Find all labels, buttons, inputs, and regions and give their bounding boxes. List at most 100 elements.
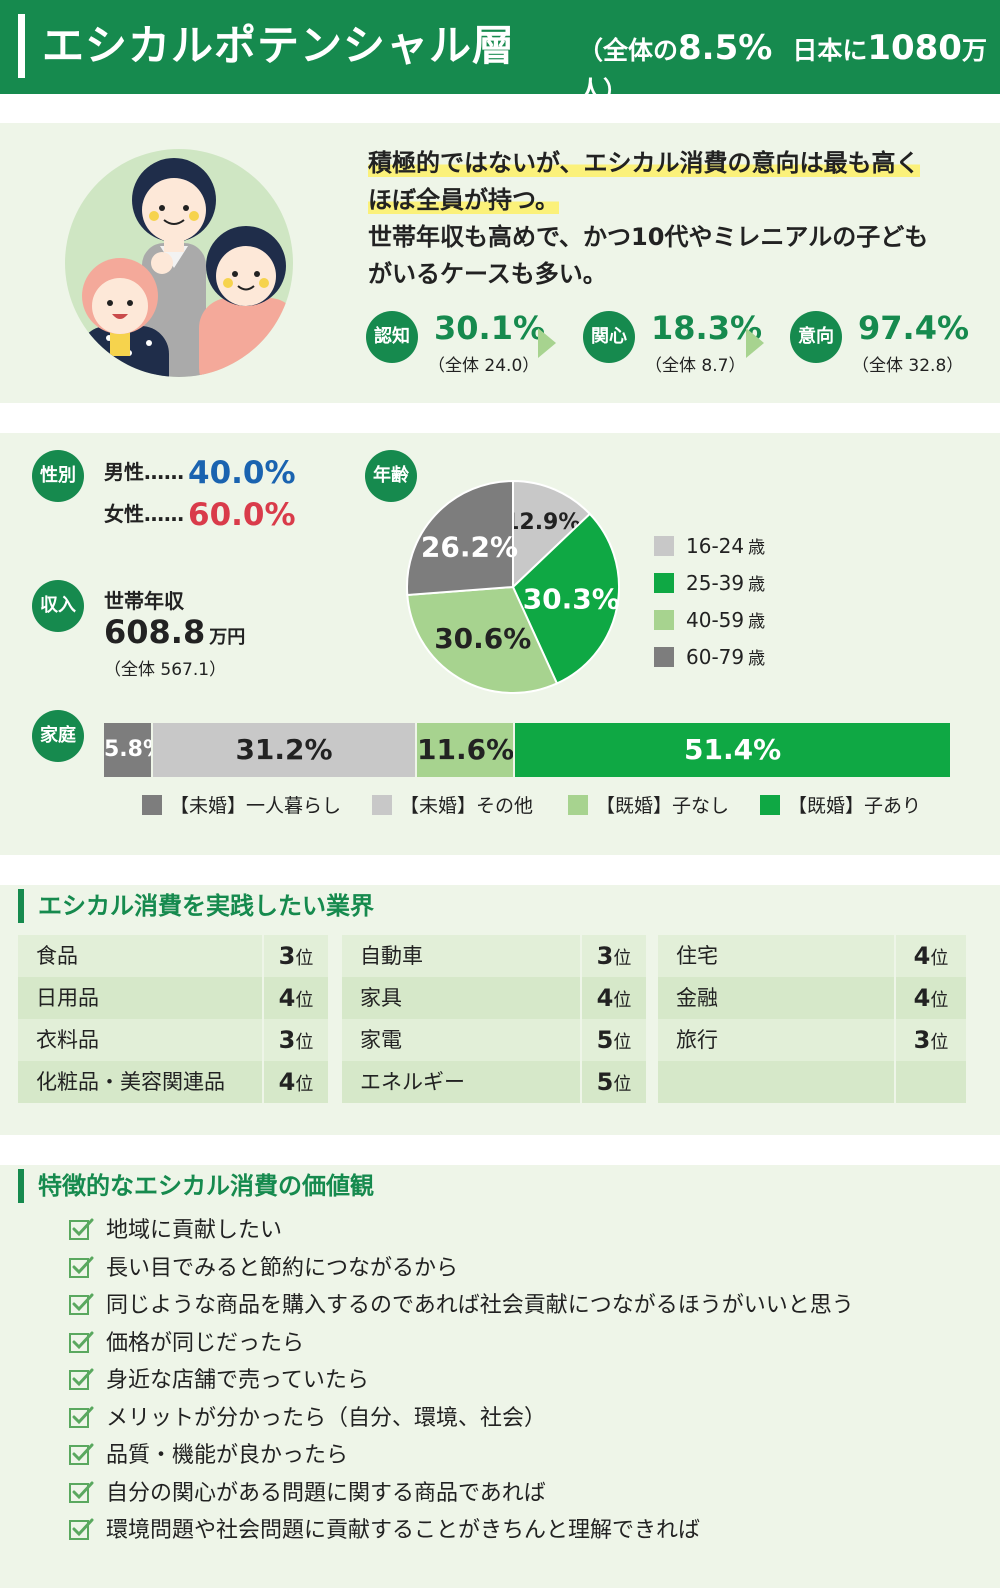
page-title: エシカルポテンシャル層 [42, 21, 516, 70]
checkbox-checked-icon [69, 1518, 94, 1540]
profile-description: 積極的ではないが、エシカル消費の意向は最も高く ほぼ全員が持つ。 世帯年収も高め… [368, 145, 968, 293]
industry-rank: 4位 [582, 977, 646, 1019]
legend-unit: 歳 [748, 612, 766, 632]
industry-name: 金融 [658, 977, 894, 1019]
income-value-row: 608.8 万円 [104, 613, 245, 651]
demographics-panel: 性別 男性…… 40.0% 女性…… 60.0% 収入 世帯年収 608.8 万円 （… [0, 433, 1000, 855]
checkbox-checked-icon [69, 1481, 94, 1503]
value-text: メリットが分かったら（自分、環境、社会） [106, 1405, 547, 1431]
household-segment: 31.2% [153, 723, 415, 777]
rank-number: 3 [278, 1026, 296, 1054]
value-item: 環境問題や社会問題に貢献することがきちんと理解できれば [68, 1516, 700, 1546]
industry-name: 衣料品 [18, 1019, 262, 1061]
pie-slice-60-79 [406, 479, 514, 597]
legend-swatch [654, 610, 674, 630]
rank-number: 5 [596, 1068, 614, 1096]
page-header: エシカルポテンシャル層 （全体の8.5% 日本に1080万人） [0, 0, 1000, 105]
legend-swatch [142, 795, 162, 815]
female-label: 女性…… [104, 502, 184, 526]
industry-name: 家電 [342, 1019, 580, 1061]
industries-panel: エシカル消費を実践したい業界 食品 3位 日用品 4位 衣料品 3位 化粧品・美容関連品 4位… [0, 885, 1000, 1135]
industry-rank: 4位 [264, 1061, 328, 1103]
values-title: 特徴的なエシカル消費の価値観 [18, 1169, 374, 1203]
industry-name: 旅行 [658, 1019, 894, 1061]
values-panel: 特徴的なエシカル消費の価値観 地域に貢献したい 長い目でみると節約につながるから同… [0, 1165, 1000, 1588]
rank-unit: 位 [295, 948, 314, 969]
age-badge: 年齢 [365, 450, 417, 502]
value-text: 身近な店舗で売っていたら [106, 1368, 369, 1393]
value-text: 価格が同じだったら [106, 1330, 305, 1356]
metric-value: 30.1% [434, 309, 546, 347]
industry-rank: 4位 [896, 935, 966, 977]
female-value: 60.0% [188, 497, 296, 533]
legend-label: 40-59 [686, 608, 745, 632]
household-segment: 51.4% [515, 723, 950, 777]
metric-badge: 認知 [366, 311, 418, 363]
income-value: 608.8 [104, 613, 206, 651]
metric-total: （全体 32.8） [852, 356, 964, 376]
pie-label-25-39: 30.3% [523, 582, 620, 615]
male-row: 男性…… 40.0% [104, 455, 296, 491]
checkbox-checked-icon [69, 1293, 94, 1315]
rank-number: 4 [278, 1068, 296, 1096]
legend-label: 16-24 [686, 534, 745, 558]
legend-label: 【既婚】子なし [596, 795, 730, 817]
female-row: 女性…… 60.0% [104, 497, 296, 533]
checkbox-checked-icon [69, 1443, 94, 1465]
rank-unit: 位 [613, 1032, 632, 1053]
metric-value: 97.4% [858, 309, 970, 347]
legend-label: 25-39 [686, 571, 745, 595]
industry-rank: 3位 [264, 1019, 328, 1061]
value-item: 価格が同じだったら [68, 1329, 304, 1359]
rank-number: 4 [596, 984, 614, 1012]
rank-unit: 位 [930, 1032, 949, 1053]
household-legend-item: 【未婚】その他 [372, 791, 533, 818]
rank-number: 3 [596, 942, 614, 970]
legend-unit: 歳 [748, 538, 766, 558]
value-text: 自分の関心がある問題に関する商品であれば [106, 1480, 546, 1506]
rank-number: 4 [913, 942, 931, 970]
rank-number: 4 [913, 984, 931, 1012]
age-legend-item: 25-39 歳 [654, 570, 765, 607]
legend-swatch [568, 795, 588, 815]
rank-unit: 位 [613, 1074, 632, 1095]
income-total: （全体 567.1） [104, 660, 227, 680]
value-item: 自分の関心がある問題に関する商品であれば [68, 1479, 546, 1509]
industry-rank: 5位 [582, 1019, 646, 1061]
checkbox-checked-icon [69, 1331, 94, 1353]
legend-label: 【未婚】一人暮らし [170, 795, 342, 817]
checkbox-checked-icon [69, 1368, 94, 1390]
industry-name: 住宅 [658, 935, 894, 977]
subtitle-prefix: （全体の [578, 36, 679, 65]
value-text: 地域に貢献したい [106, 1218, 283, 1243]
legend-unit: 歳 [748, 575, 766, 595]
value-item: 品質・機能が良かったら [68, 1441, 348, 1471]
rank-unit: 位 [613, 948, 632, 969]
legend-swatch [372, 795, 392, 815]
industry-name [658, 1061, 894, 1103]
legend-swatch [760, 795, 780, 815]
age-legend: 16-24 歳 25-39 歳 40-59 歳 60-79 歳 [654, 533, 765, 681]
value-text: 環境問題や社会問題に貢献することがきちんと理解できれば [106, 1518, 701, 1543]
rank-unit: 位 [295, 990, 314, 1011]
value-item: 長い目でみると節約につながるから [68, 1254, 458, 1284]
household-segment: 11.6% [417, 723, 514, 777]
profile-panel: 積極的ではないが、エシカル消費の意向は最も高く ほぼ全員が持つ。 世帯年収も高め… [0, 123, 1000, 403]
legend-unit: 歳 [748, 649, 766, 669]
legend-label: 60-79 [686, 645, 745, 669]
pie-slice-40-59 [406, 585, 559, 694]
industry-rank [896, 1061, 966, 1103]
rank-unit: 位 [930, 948, 949, 969]
industry-name: 家具 [342, 977, 580, 1019]
household-legend-item: 【既婚】子なし [568, 791, 729, 818]
description-highlight-2: ほぼ全員が持つ。 [368, 186, 560, 214]
checkbox-checked-icon [69, 1256, 94, 1278]
population-value: 1080 [867, 28, 962, 68]
industry-name: 日用品 [18, 977, 262, 1019]
rank-number: 4 [278, 984, 296, 1012]
share-value: 8.5% [678, 28, 773, 68]
industries-title: エシカル消費を実践したい業界 [18, 889, 374, 923]
industry-rank: 3位 [264, 935, 328, 977]
pie-slice-25-39 [511, 512, 620, 685]
rank-unit: 位 [930, 990, 949, 1011]
